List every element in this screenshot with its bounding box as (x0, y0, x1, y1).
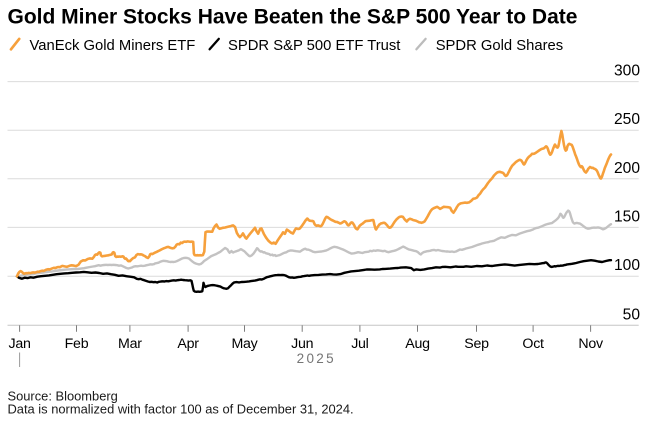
svg-text:200: 200 (614, 160, 640, 177)
svg-text:Nov: Nov (578, 336, 604, 352)
svg-text:Jan: Jan (9, 336, 31, 352)
svg-text:Feb: Feb (65, 336, 89, 352)
svg-text:Jul: Jul (351, 336, 368, 352)
svg-text:May: May (231, 336, 258, 352)
svg-text:300: 300 (614, 63, 640, 80)
svg-text:Sep: Sep (464, 336, 489, 352)
svg-text:250: 250 (614, 111, 640, 128)
svg-text:Source: Bloomberg: Source: Bloomberg (8, 388, 118, 403)
svg-text:150: 150 (614, 208, 640, 225)
svg-text:50: 50 (623, 306, 641, 323)
svg-text:SPDR Gold Shares: SPDR Gold Shares (436, 38, 563, 54)
svg-text:100: 100 (614, 257, 640, 274)
svg-text:SPDR S&P 500 ETF Trust: SPDR S&P 500 ETF Trust (228, 38, 400, 54)
svg-text:2025: 2025 (297, 351, 336, 366)
svg-text:Mar: Mar (118, 336, 142, 352)
svg-text:Aug: Aug (405, 336, 430, 352)
svg-text:Oct: Oct (522, 336, 544, 352)
svg-text:Jun: Jun (291, 336, 313, 352)
svg-text:Apr: Apr (177, 336, 199, 352)
svg-text:VanEck Gold Miners ETF: VanEck Gold Miners ETF (30, 38, 196, 54)
svg-text:Data is normalized with factor: Data is normalized with factor 100 as of… (8, 401, 354, 416)
svg-text:Gold Miner Stocks Have Beaten: Gold Miner Stocks Have Beaten the S&P 50… (8, 6, 578, 29)
